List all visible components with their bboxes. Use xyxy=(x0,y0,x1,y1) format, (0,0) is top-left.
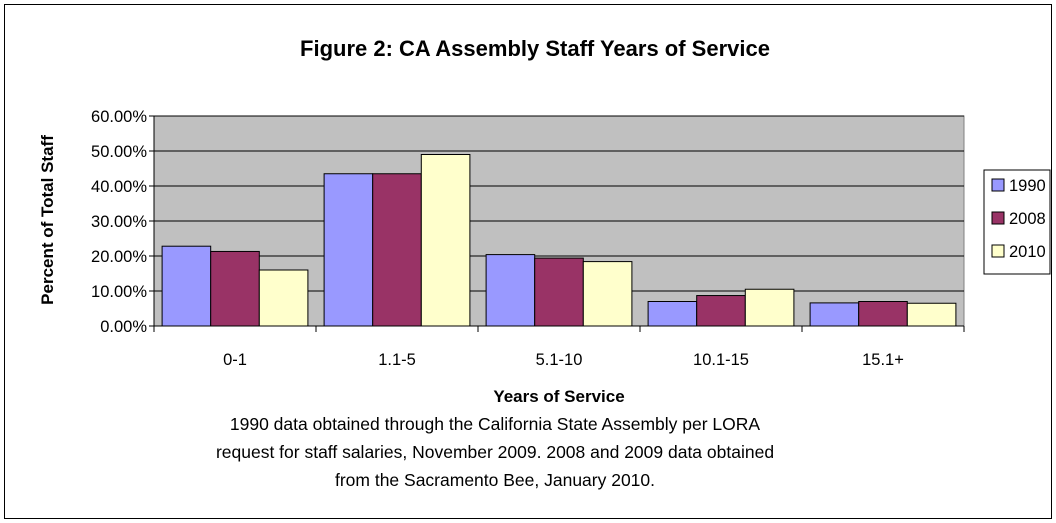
bar xyxy=(582,261,633,327)
bar xyxy=(744,288,795,327)
y-tick-label: 0.00% xyxy=(100,318,147,336)
x-tick-label: 1.1-5 xyxy=(378,351,416,369)
legend-label: 2010 xyxy=(1009,243,1046,261)
y-tick-labels: 0.00% 10.00% 20.00% 30.00% 40.00% 50.00% 60.00… xyxy=(91,108,147,336)
x-axis-label: Years of Service xyxy=(493,387,624,406)
x-tick-label: 5.1-10 xyxy=(536,351,583,369)
bar xyxy=(534,257,584,327)
bar xyxy=(210,250,260,327)
chart-frame: Figure 2: CA Assembly Staff Years of Ser… xyxy=(4,4,1052,519)
y-tick-label: 10.00% xyxy=(91,283,147,301)
y-tick-label: 20.00% xyxy=(91,248,147,266)
x-tick-label: 0-1 xyxy=(223,351,247,369)
caption-line-2: request for staff salaries, November 200… xyxy=(215,442,775,462)
y-tick-label: 50.00% xyxy=(91,143,147,161)
x-tick-labels: 0-1 1.1-5 5.1-10 10.1-15 15.1+ xyxy=(223,351,904,369)
legend-label: 1990 xyxy=(1009,177,1046,195)
legend-swatch xyxy=(991,211,1005,225)
x-tick-label: 15.1+ xyxy=(862,351,904,369)
bar xyxy=(858,301,908,327)
bar-chart: Figure 2: CA Assembly Staff Years of Ser… xyxy=(38,36,1051,406)
y-axis-label: Percent of Total Staff xyxy=(38,135,57,305)
bars xyxy=(161,154,957,327)
bar xyxy=(420,154,471,327)
axes xyxy=(149,115,965,332)
bar xyxy=(323,173,374,327)
y-tick-label: 60.00% xyxy=(91,108,147,126)
legend: 1990 2008 2010 xyxy=(983,169,1051,275)
y-tick-label: 40.00% xyxy=(91,178,147,196)
bar xyxy=(906,302,957,327)
gridlines xyxy=(154,115,964,292)
legend-swatch xyxy=(991,244,1005,258)
bar xyxy=(372,173,422,327)
bar xyxy=(647,301,698,327)
legend-label: 2008 xyxy=(1009,210,1046,228)
bar xyxy=(258,269,309,327)
y-tick-label: 30.00% xyxy=(91,213,147,231)
bar xyxy=(696,295,746,327)
chart-title: Figure 2: CA Assembly Staff Years of Ser… xyxy=(300,36,770,61)
x-tick-label: 10.1-15 xyxy=(693,351,749,369)
bar xyxy=(809,302,860,327)
caption-line-3: from the Sacramento Bee, January 2010. xyxy=(334,470,656,490)
bar xyxy=(485,254,536,327)
caption-line-1: 1990 data obtained through the Californi… xyxy=(229,414,761,434)
legend-swatch xyxy=(991,178,1005,192)
bar xyxy=(161,245,212,327)
